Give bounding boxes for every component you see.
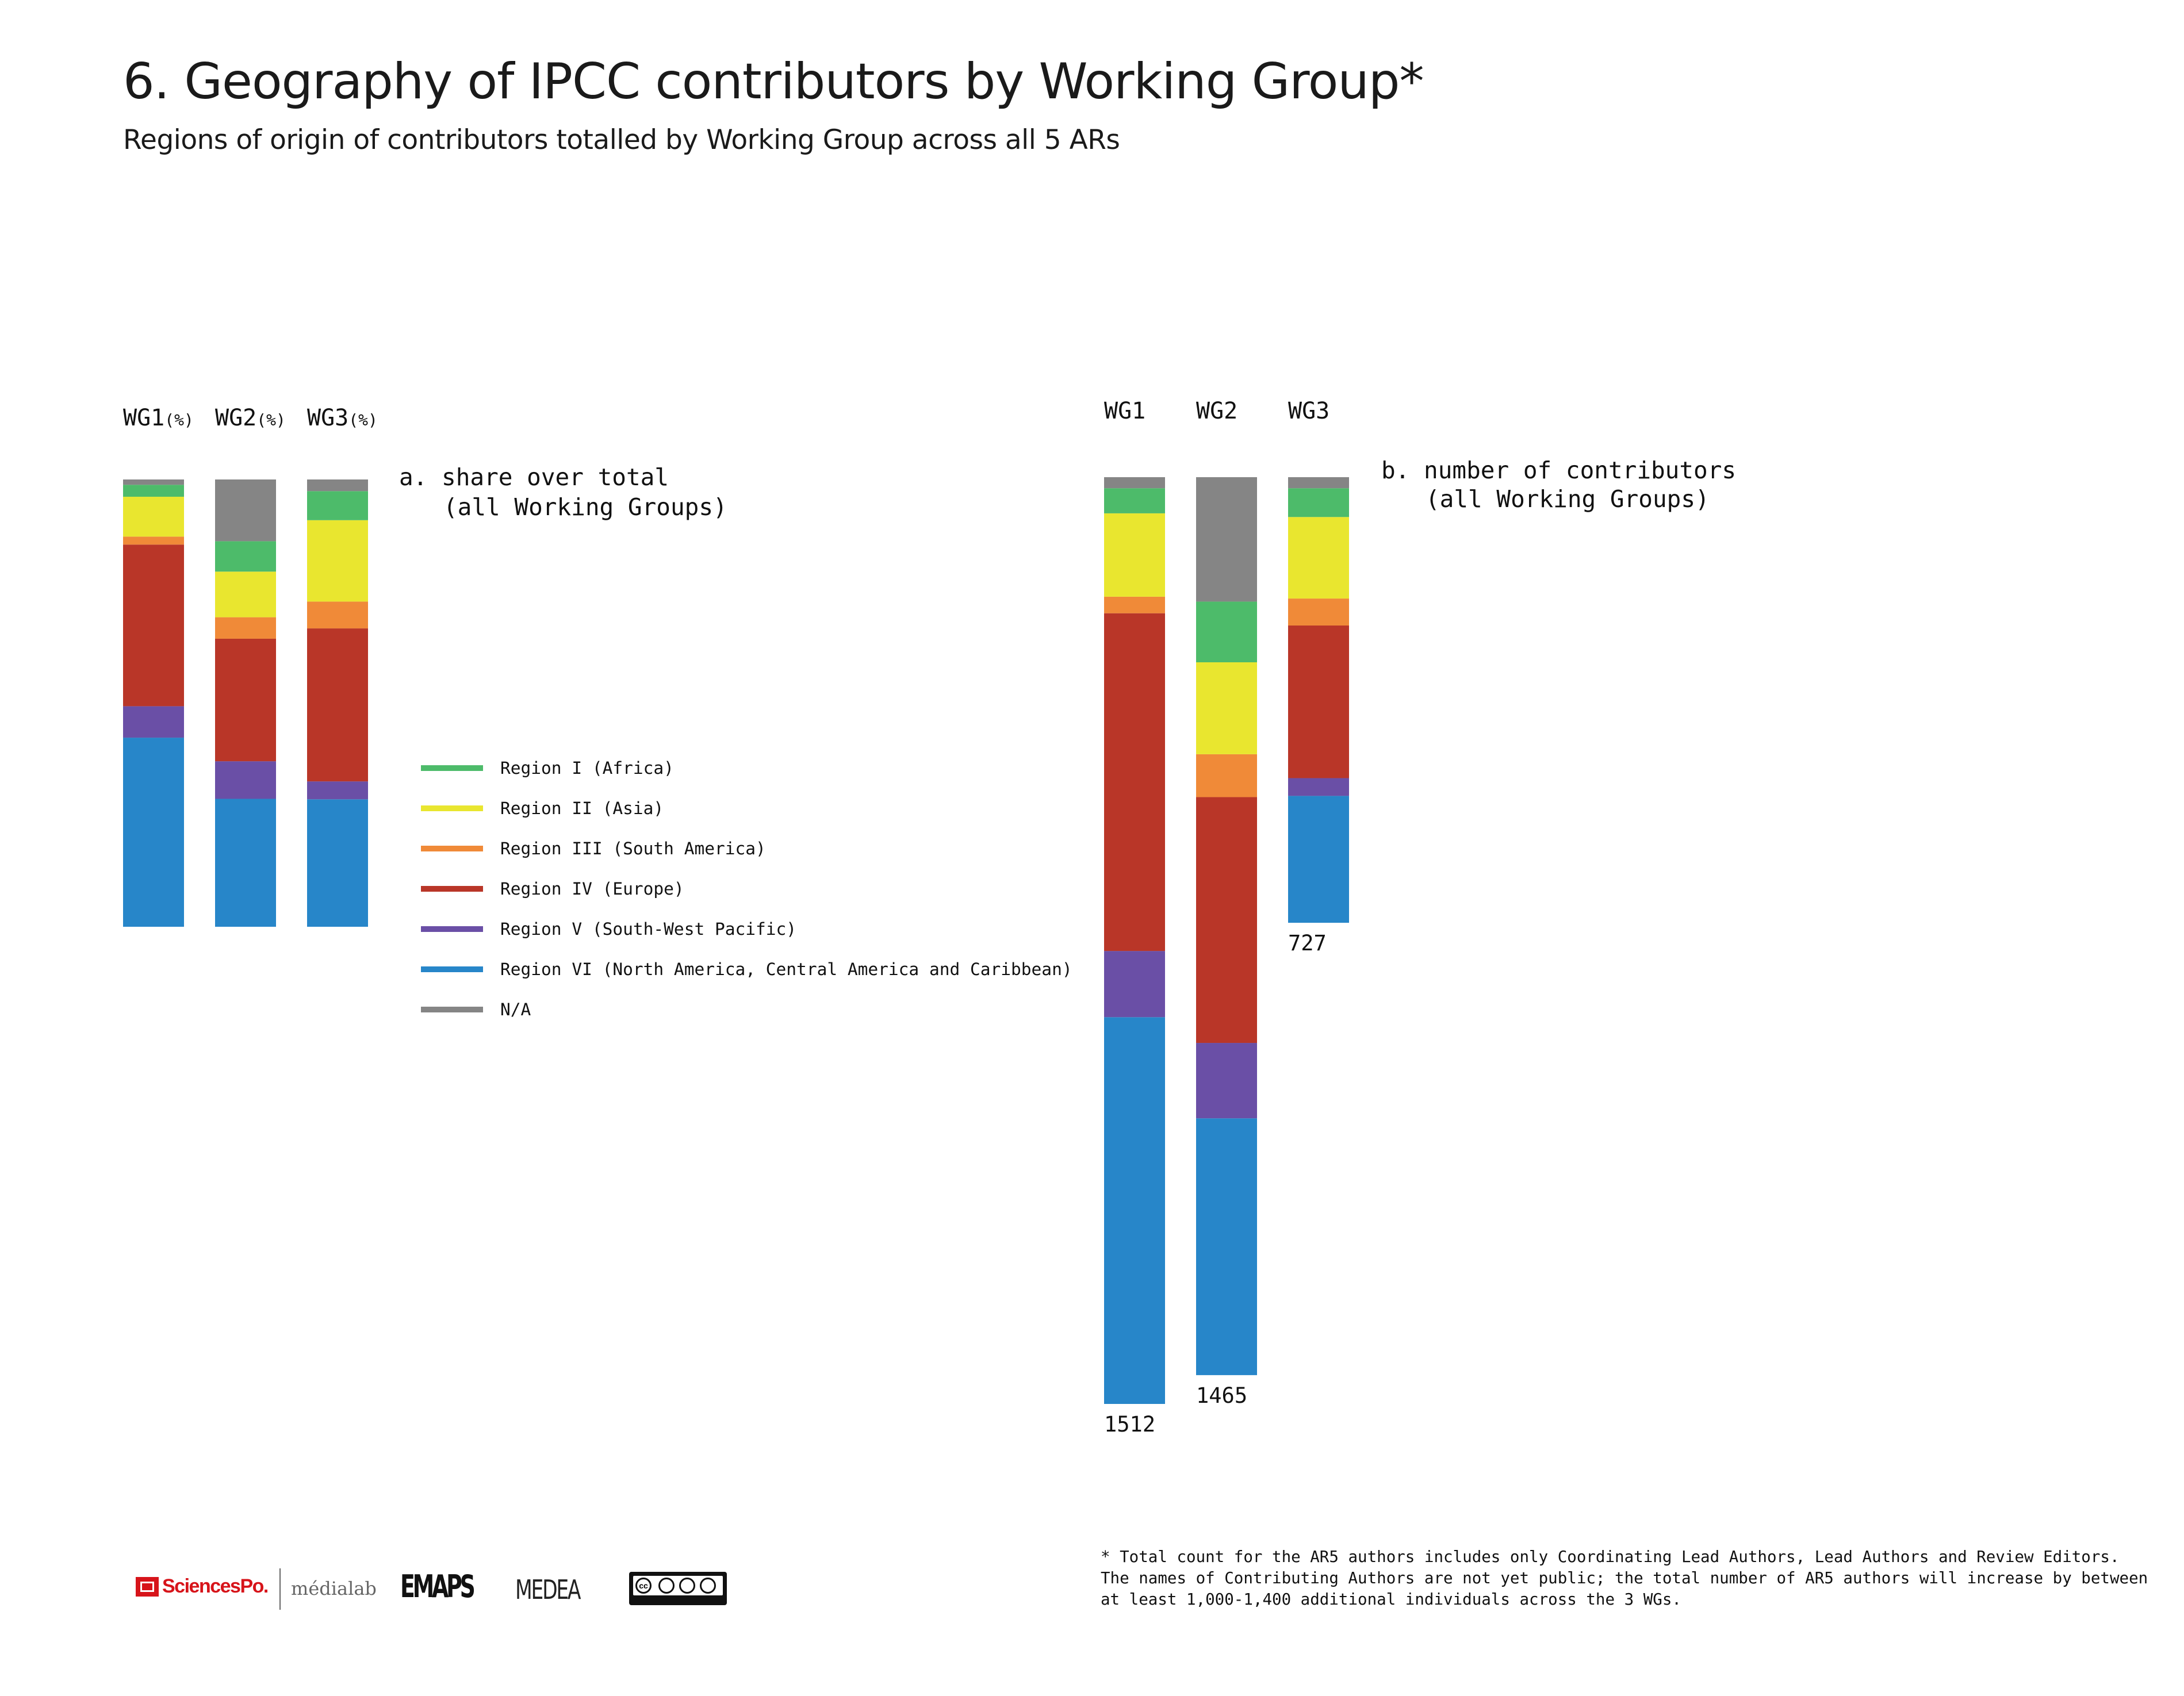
count-bar-wg1-region-ii-asia	[1104, 513, 1165, 597]
legend-label-region-v-south-west-pacific: Region V (South-West Pacific)	[500, 919, 796, 939]
legend-swatch-n-a	[421, 1007, 483, 1012]
medialab-logo: médialab	[291, 1578, 377, 1599]
count-bar-wg3-region-ii-asia	[1288, 517, 1349, 599]
creative-commons-badge: cc	[629, 1572, 727, 1605]
count-bar-wg2-region-vi-north-america-central-america-and-caribbean	[1196, 1118, 1257, 1375]
sciencespo-wordmark: SciencesPo.	[162, 1575, 269, 1597]
share-bar-wg3-region-ii-asia	[307, 520, 368, 602]
legend-swatch-region-i-africa	[421, 765, 483, 771]
legend-swatch-region-iii-south-america	[421, 846, 483, 851]
legend-label-region-ii-asia: Region II (Asia)	[500, 799, 664, 818]
count-bar-wg2-region-i-africa	[1196, 601, 1257, 662]
share-bar-wg1-region-vi-north-america-central-america-and-caribbean	[123, 738, 184, 927]
count-bar-wg2-region-iii-south-america	[1196, 754, 1257, 797]
count-category-label: WG3	[1288, 398, 1329, 424]
cc-icon: cc	[635, 1578, 652, 1594]
legend-label-region-iii-south-america: Region III (South America)	[500, 839, 766, 858]
count-bar-wg1-region-iii-south-america	[1104, 596, 1165, 613]
share-category-label: WG1(%)	[123, 405, 194, 431]
legend-swatch-region-v-south-west-pacific	[421, 926, 483, 932]
count-bar-wg2-n-a	[1196, 477, 1257, 602]
share-bar-wg2-region-i-africa	[215, 541, 276, 572]
nd-icon	[700, 1578, 716, 1594]
count-total-label: 1465	[1196, 1383, 1247, 1408]
count-bar-wg2-region-v-south-west-pacific	[1196, 1043, 1257, 1119]
count-chart-title: b. number of contributors	[1381, 456, 1736, 484]
sciencespo-mark-icon	[136, 1576, 159, 1597]
legend: Region I (Africa) Region II (Asia) Region …	[421, 758, 1072, 1019]
share-bar-wg3-region-iii-south-america	[307, 601, 368, 629]
emaps-logo: EMAPS	[400, 1568, 476, 1605]
footnote: * Total count for the AR5 authors includ…	[1101, 1548, 2148, 1609]
share-bar-wg3-region-i-africa	[307, 491, 368, 520]
share-bar-wg2-region-iii-south-america	[215, 617, 276, 639]
share-bar-wg2-region-vi-north-america-central-america-and-caribbean	[215, 799, 276, 927]
share-bar-wg1-region-v-south-west-pacific	[123, 706, 184, 738]
share-bar-wg2-region-iv-europe	[215, 638, 276, 762]
count-category-label: WG2	[1196, 398, 1237, 424]
count-bar-wg1-region-i-africa	[1104, 488, 1165, 513]
count-bar-wg1-n-a	[1104, 477, 1165, 489]
share-bar-wg3-n-a	[307, 479, 368, 492]
count-bar-wg3-region-v-south-west-pacific	[1288, 778, 1349, 796]
count-bar-wg3-region-iii-south-america	[1288, 598, 1349, 626]
legend-label-region-vi-north-america-central-america-and-caribbean: Region VI (North America, Central Americ…	[500, 960, 1072, 979]
legend-swatch-region-iv-europe	[421, 886, 483, 892]
count-bar-wg1-region-iv-europe	[1104, 613, 1165, 951]
count-total-label: 1512	[1104, 1412, 1155, 1437]
count-total-label: 727	[1288, 931, 1327, 956]
count-bar-wg1-region-v-south-west-pacific	[1104, 951, 1165, 1018]
count-bar-wg3-region-i-africa	[1288, 488, 1349, 517]
legend-label-region-iv-europe: Region IV (Europe)	[500, 879, 684, 899]
count-bar-wg1-region-vi-north-america-central-america-and-caribbean	[1104, 1017, 1165, 1404]
page-subtitle: Regions of origin of contributors totall…	[123, 124, 1120, 156]
count-category-label: WG1	[1104, 398, 1145, 424]
page-title: 6. Geography of IPCC contributors by Wor…	[123, 53, 1424, 110]
share-bar-wg1-region-iv-europe	[123, 544, 184, 707]
count-bar-wg2-region-iv-europe	[1196, 797, 1257, 1043]
share-bar-wg1-region-ii-asia	[123, 497, 184, 537]
share-category-label: WG2(%)	[215, 405, 286, 431]
share-bar-wg1-n-a	[123, 479, 184, 485]
legend-label-region-i-africa: Region I (Africa)	[500, 758, 674, 778]
nc-icon	[679, 1578, 695, 1594]
count-chart: WG1 1512 WG2 1465 WG3 727 b. number of contrib…	[1104, 398, 1736, 1437]
share-bar-wg3-region-iv-europe	[307, 628, 368, 782]
legend-label-n-a: N/A	[500, 1000, 531, 1019]
share-bar-wg3-region-v-south-west-pacific	[307, 781, 368, 800]
count-bar-wg3-n-a	[1288, 477, 1349, 489]
legend-swatch-region-vi-north-america-central-america-and-caribbean	[421, 966, 483, 972]
share-chart-title: a. share over total	[399, 463, 669, 491]
count-bar-wg3-region-vi-north-america-central-america-and-caribbean	[1288, 796, 1349, 923]
share-category-label: WG3(%)	[307, 405, 378, 431]
count-bar-wg2-region-ii-asia	[1196, 662, 1257, 754]
count-bar-wg3-region-iv-europe	[1288, 626, 1349, 778]
share-bar-wg3-region-vi-north-america-central-america-and-caribbean	[307, 799, 368, 927]
share-bar-wg1-region-i-africa	[123, 485, 184, 497]
share-bar-wg2-region-ii-asia	[215, 571, 276, 617]
legend-swatch-region-ii-asia	[421, 805, 483, 811]
count-chart-subtitle: (all Working Groups)	[1426, 485, 1710, 513]
share-bar-wg2-region-v-south-west-pacific	[215, 761, 276, 799]
sciencespo-logo: SciencesPo.	[136, 1575, 269, 1598]
logo-divider	[279, 1568, 281, 1610]
share-bar-wg1-region-iii-south-america	[123, 536, 184, 545]
share-chart-subtitle: (all Working Groups)	[443, 493, 727, 521]
by-icon	[658, 1578, 675, 1594]
share-chart: WG1(%) WG2(%) WG3(%) a. share over total(al…	[123, 405, 727, 927]
medea-logo: MEDEA	[515, 1574, 581, 1605]
share-bar-wg2-n-a	[215, 479, 276, 542]
